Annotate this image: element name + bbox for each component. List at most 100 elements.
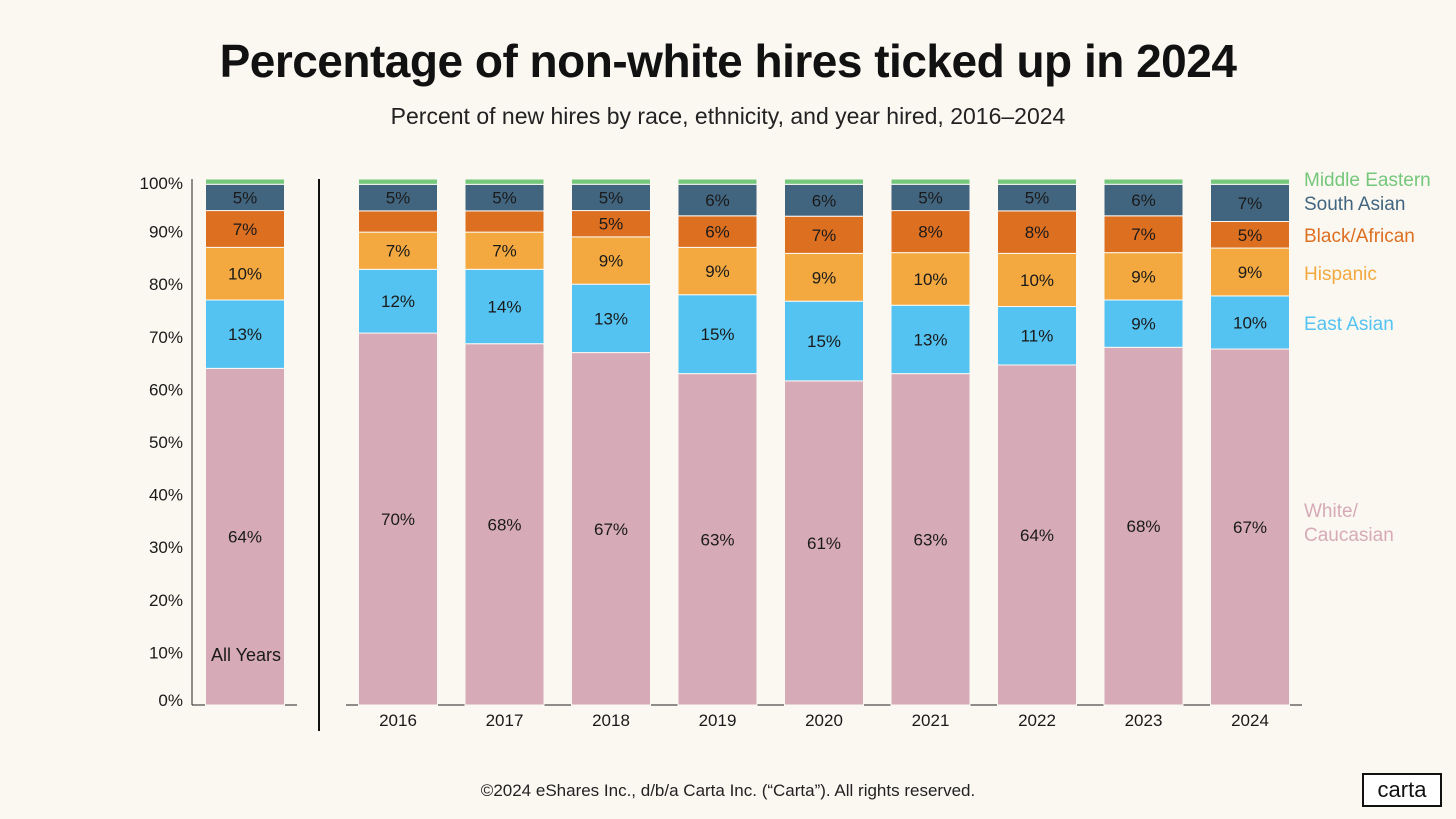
bar-2021-label-4: 5% [918,188,943,207]
bar-2016-label-4: 5% [386,189,411,208]
x-tick-label: 2017 [486,711,524,730]
bar-2019-segment-1 [677,294,758,375]
legend-white-caucasian-line1: White/ [1304,501,1359,522]
y-tick-label: 80% [149,275,183,294]
bar-2024-label-2: 9% [1238,263,1263,282]
bar-2018-label-2: 9% [599,252,624,271]
bar-2016-label-0: 70% [381,510,415,529]
bar-2021-label-2: 10% [913,270,947,289]
y-tick-label: 10% [149,643,183,662]
x-tick-label: 2021 [912,711,950,730]
bar-2022-segment-2 [997,252,1077,308]
bar-2023-label-2: 9% [1131,267,1156,286]
all-years-label: All Years [211,645,281,665]
bar-2020-label-2: 9% [812,268,837,287]
bar-2023-label-1: 9% [1131,315,1156,334]
bar-2017-segment-1 [464,268,545,345]
bar-2021-segment-3 [890,210,971,254]
bar-2023-label-0: 68% [1126,517,1160,536]
bar-2020-segment-1 [784,300,864,382]
bar-2022-label-3: 8% [1025,223,1050,242]
legend-middle-eastern: Middle Eastern [1304,170,1431,191]
bar-2021-label-1: 13% [913,330,947,349]
all-years-bar-label-1: 13% [228,325,262,344]
bar-2024-label-0: 67% [1233,518,1267,537]
bar-2018-label-3: 5% [599,215,624,234]
bar-2023-segment-3 [1103,215,1184,254]
y-tick-label: 50% [149,433,183,452]
bar-2017-label-1: 14% [487,298,521,317]
legend-black-african: Black/African [1304,226,1415,247]
bar-2021-segment-0 [890,373,971,706]
all-years-bar-segment-1 [205,299,285,369]
bar-2018-label-0: 67% [594,520,628,539]
bar-2020-label-1: 15% [807,332,841,351]
bar-2016-segment-4 [358,183,438,212]
legend-south-asian: South Asian [1304,194,1405,215]
bar-2019-label-4: 6% [705,191,730,210]
y-tick-label: 30% [149,538,183,557]
y-tick-label: 90% [149,223,183,242]
bar-2023-label-3: 7% [1131,225,1156,244]
bar-2017-label-0: 68% [487,515,521,534]
y-tick-label: 70% [149,328,183,347]
bar-2020-label-0: 61% [807,534,841,553]
bar-2020-segment-0 [784,380,864,706]
bar-2023-segment-5 [1103,178,1184,185]
bar-2022-label-1: 11% [1021,327,1054,346]
bar-2024-segment-4 [1210,183,1290,223]
bar-2018-label-1: 13% [594,309,628,328]
bar-2024-label-3: 5% [1238,226,1263,245]
bar-2020-segment-2 [784,252,864,302]
bar-2022-segment-5 [997,178,1077,185]
bar-2017-label-4: 5% [492,189,517,208]
carta-logo: carta [1362,773,1442,807]
bar-2021-segment-5 [890,178,971,185]
bar-2024-label-4: 7% [1238,194,1263,213]
bar-2016-segment-5 [358,178,438,185]
all-years-bar-label-2: 10% [228,265,262,284]
bar-2022-label-4: 5% [1025,189,1050,208]
y-tick-label: 0% [158,691,183,710]
y-tick-label: 20% [149,591,183,610]
all-years-bar-label-4: 5% [233,188,258,207]
bar-2021-label-0: 63% [913,530,947,549]
bar-2016-segment-2 [358,231,438,270]
copyright-footer: ©2024 eShares Inc., d/b/a Carta Inc. (“C… [480,781,976,800]
bar-2020-segment-5 [784,178,864,185]
x-tick-label: 2023 [1125,711,1163,730]
bar-2020-label-4: 6% [812,191,837,210]
bar-2019-segment-3 [677,215,758,248]
bar-2024-segment-0 [1210,348,1290,706]
bar-2017-segment-5 [464,178,545,185]
x-tick-label: 2022 [1018,711,1056,730]
bar-2020-label-3: 7% [812,226,837,245]
bar-2024-segment-5 [1210,178,1290,185]
bar-2016-segment-0 [358,332,438,706]
bar-2024-segment-2 [1210,247,1290,297]
bar-2023-segment-2 [1103,252,1184,301]
bar-2016-label-2: 7% [386,242,411,261]
bar-2021-segment-1 [890,304,971,375]
bar-2019-segment-4 [677,183,758,217]
bar-2018-segment-3 [571,210,651,238]
bar-2017-segment-3 [464,210,545,233]
y-tick-label: 60% [149,380,183,399]
bar-2020-segment-4 [784,183,864,217]
legend-hispanic: Hispanic [1304,264,1377,285]
x-tick-label: 2019 [699,711,737,730]
x-tick-label: 2016 [379,711,417,730]
bar-2019-segment-5 [677,178,758,185]
y-tick-label: 100% [140,174,183,193]
legend-east-asian: East Asian [1304,314,1394,335]
all-years-bar-label-3: 7% [233,220,258,239]
bar-2018-segment-5 [571,178,651,185]
bar-2016-label-1: 12% [381,292,415,311]
bar-2023-segment-1 [1103,299,1184,348]
all-years-bar-label-0: 64% [228,528,262,547]
all-years-bar-segment-0 [205,367,285,706]
bar-2022-label-0: 64% [1020,526,1054,545]
bar-2024-label-1: 10% [1233,313,1267,332]
bar-2021-label-3: 8% [918,223,943,242]
